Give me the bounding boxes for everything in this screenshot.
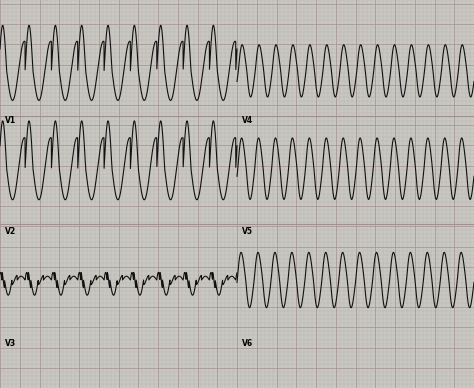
Text: V4: V4 (242, 116, 253, 125)
Text: V2: V2 (5, 227, 16, 237)
Text: V1: V1 (5, 116, 16, 125)
Text: V3: V3 (5, 339, 16, 348)
Text: V6: V6 (242, 339, 253, 348)
Text: V5: V5 (242, 227, 253, 237)
